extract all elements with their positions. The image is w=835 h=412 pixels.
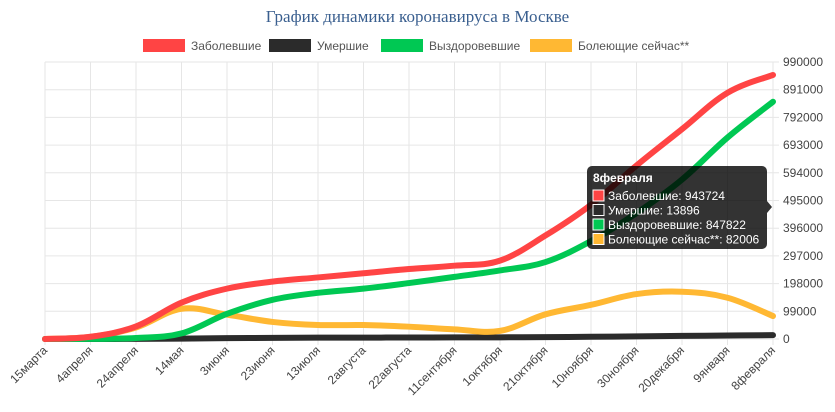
tooltip-background (587, 166, 767, 249)
x-tick-label: 23июня (238, 343, 278, 383)
y-tick-label: 792000 (783, 110, 823, 124)
x-tick-label: 2августа (325, 343, 369, 387)
tooltip-swatch (592, 204, 605, 216)
y-tick-label: 990000 (783, 55, 823, 69)
x-tick-label: 20декабря (635, 343, 687, 395)
y-tick-label: 495000 (783, 194, 823, 208)
x-tick-label: 22августа (366, 343, 415, 392)
x-tick-label: 11сентября (405, 343, 460, 398)
legend-label: Заболевшие (191, 39, 262, 53)
tooltip-caret (767, 201, 772, 213)
x-tick-label: 10ноября (549, 343, 596, 390)
x-tick-label: 9января (690, 343, 732, 385)
y-tick-label: 297000 (783, 249, 823, 263)
x-tick-label: 13июля (283, 343, 323, 383)
legend-item[interactable]: Умершие (269, 39, 369, 53)
tooltip-swatch (592, 189, 605, 202)
x-tick-label: 21октября (500, 343, 550, 393)
x-tick-label: 15марта (7, 343, 50, 386)
legend-swatch (381, 39, 423, 52)
tooltip-item-label: Заболевшие: 943724 (608, 189, 725, 203)
y-tick-label: 891000 (783, 83, 823, 97)
tooltip-item-label: Умершие: 13896 (608, 204, 700, 218)
legend-label: Выздоровевшие (429, 39, 521, 53)
legend-swatch (143, 39, 185, 52)
tooltip-item-label: Болеющие сейчас**: 82006 (608, 233, 760, 247)
x-tick-label: 1октября (459, 343, 505, 389)
y-tick-label: 594000 (783, 166, 823, 180)
y-axis-ticks: 0 99000 198000 297000 396000 495000 594000 6930… (783, 55, 823, 346)
series-line-0[interactable] (42, 71, 776, 342)
legend-item[interactable]: Заболевшие (143, 39, 262, 53)
x-tick-label: 3июня (197, 343, 232, 378)
x-tick-label: 8февраля (728, 343, 778, 393)
legend-item[interactable]: Болеющие сейчас** (530, 39, 690, 53)
x-tick-label: 14мая (152, 343, 186, 377)
x-tick-label: 30ноября (594, 343, 641, 390)
legend-item[interactable]: Выздоровевшие (381, 39, 521, 53)
y-tick-label: 99000 (783, 304, 817, 318)
chart-title: График динамики коронавируса в Москве (265, 7, 570, 26)
legend[interactable]: Заболевшие Умершие Выздоровевшие Болеющие с… (143, 39, 690, 53)
legend-swatch (530, 39, 572, 52)
legend-label: Умершие (317, 39, 369, 53)
y-tick-label: 198000 (783, 277, 823, 291)
tooltip-item-label: Выздоровевшие: 847822 (608, 218, 746, 232)
y-tick-label: 693000 (783, 138, 823, 152)
y-tick-label: 0 (783, 332, 790, 346)
tooltip-title: 8февраля (593, 171, 653, 185)
tooltip-swatch (592, 233, 605, 245)
legend-label: Болеющие сейчас** (578, 39, 690, 53)
legend-swatch (269, 39, 311, 52)
grid (44, 61, 779, 345)
x-tick-label: 4апреля (53, 343, 96, 386)
y-tick-label: 396000 (783, 221, 823, 235)
tooltip-swatch (592, 218, 605, 231)
x-tick-label: 24апреля (94, 343, 141, 390)
